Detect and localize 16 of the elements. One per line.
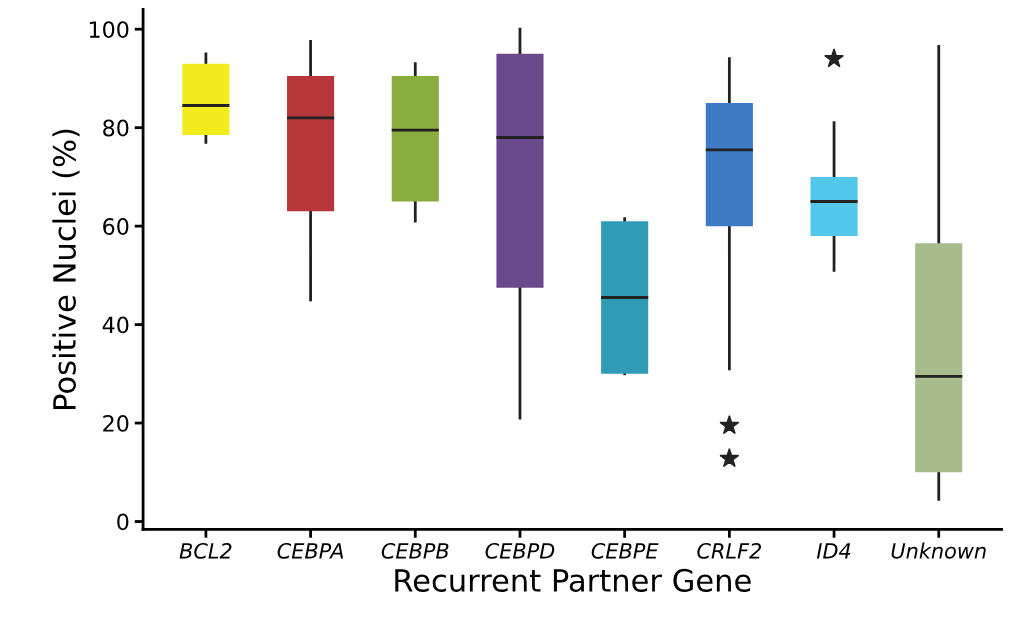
x-tick-label: CEBPA — [277, 542, 344, 559]
x-tick-label: CEBPD — [485, 542, 555, 559]
x-tick-label: BCL2 — [179, 542, 232, 559]
y-axis-title: Positive Nuclei (%) — [52, 129, 80, 409]
x-tick-label: ID4 — [816, 543, 851, 559]
x-tick-label: CEBPE — [591, 542, 659, 559]
y-tick-label: 40 — [102, 316, 129, 334]
x-tick-label: CRLF2 — [697, 542, 761, 559]
y-tick-label: 20 — [103, 415, 129, 432]
y-tick-label: 60 — [103, 218, 129, 235]
x-axis-title: Recurrent Partner Gene — [395, 568, 751, 592]
y-tick-label: 100 — [89, 21, 129, 38]
y-tick-label: 0 — [117, 513, 129, 531]
x-tick-label: Unknown — [891, 542, 986, 559]
y-tick-label: 80 — [103, 119, 129, 137]
x-tick-label: CEBPB — [381, 542, 449, 559]
